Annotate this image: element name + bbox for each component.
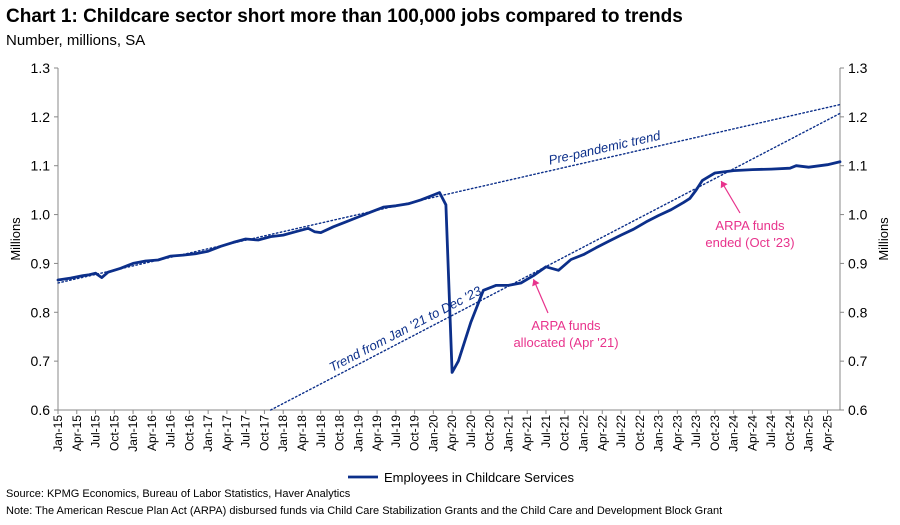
x-tick-label: Jul-23 bbox=[689, 415, 703, 448]
annotation-text-line: ARPA funds bbox=[531, 318, 601, 333]
chart-subtitle: Number, millions, SA bbox=[6, 32, 146, 49]
x-tick-label: Apr-22 bbox=[595, 415, 609, 451]
x-tick-label: Jan-16 bbox=[126, 415, 140, 452]
y-tick-label-right: 1.3 bbox=[848, 60, 868, 76]
y-tick-label-left: 1.0 bbox=[31, 207, 51, 223]
x-tick-label: Apr-20 bbox=[445, 415, 459, 451]
x-tick-label: Apr-17 bbox=[220, 415, 234, 451]
x-tick-label: Jan-18 bbox=[276, 415, 290, 452]
x-tick-label: Oct-20 bbox=[483, 415, 497, 451]
chart-title: Chart 1: Childcare sector short more tha… bbox=[6, 6, 683, 27]
annotation-arrow-head bbox=[532, 279, 540, 287]
x-tick-label: Jan-17 bbox=[201, 415, 215, 452]
x-tick-label: Oct-18 bbox=[333, 415, 347, 451]
x-tick-label: Oct-16 bbox=[182, 415, 196, 451]
x-tick-label: Jan-25 bbox=[802, 415, 816, 452]
source-note: Source: KPMG Economics, Bureau of Labor … bbox=[6, 488, 351, 500]
pre-pandemic-trend-label: Pre-pandemic trend bbox=[547, 128, 662, 168]
annotation-1: ARPA funds allocated (Apr '21) bbox=[513, 279, 619, 350]
x-tick-label: Jan-21 bbox=[501, 415, 515, 452]
y-axis-title-right: Millions bbox=[876, 217, 891, 261]
x-tick-label: Apr-21 bbox=[520, 415, 534, 451]
x-tick-label: Jan-23 bbox=[652, 415, 666, 452]
x-tick-label: Jul-20 bbox=[464, 415, 478, 448]
x-tick-label: Jul-22 bbox=[614, 415, 628, 448]
x-tick-label: Apr-18 bbox=[295, 415, 309, 451]
y-tick-label-left: 1.1 bbox=[31, 158, 51, 174]
x-tick-label: Oct-23 bbox=[708, 415, 722, 451]
footnote: Note: The American Rescue Plan Act (ARPA… bbox=[6, 505, 723, 517]
x-tick-label: Apr-23 bbox=[670, 415, 684, 451]
series-line-2 bbox=[57, 103, 841, 284]
y-tick-label-left: 1.3 bbox=[31, 60, 51, 76]
x-tick-label: Jul-19 bbox=[389, 415, 403, 448]
annotation-text-line: allocated (Apr '21) bbox=[513, 335, 618, 350]
x-tick-label: Oct-21 bbox=[558, 415, 572, 451]
x-tick-label: Jul-17 bbox=[239, 415, 253, 448]
post-pandemic-trend-label: Trend from Jan '21 to Dec '23 bbox=[327, 283, 485, 375]
x-tick-label: Jul-18 bbox=[314, 415, 328, 448]
y-tick-label-right: 0.7 bbox=[848, 353, 868, 369]
y-tick-label-right: 1.1 bbox=[848, 158, 868, 174]
x-tick-label: Jul-21 bbox=[539, 415, 553, 448]
x-tick-label: Oct-19 bbox=[408, 415, 422, 451]
x-tick-label: Oct-15 bbox=[107, 415, 121, 451]
x-tick-label: Jan-20 bbox=[426, 415, 440, 452]
annotation-text-line: ARPA funds bbox=[715, 218, 785, 233]
y-axis-title-left: Millions bbox=[8, 217, 23, 261]
x-tick-label: Oct-24 bbox=[783, 415, 797, 451]
annotation-2: ARPA funds ended (Oct '23) bbox=[705, 180, 795, 250]
x-tick-label: Jul-16 bbox=[164, 415, 178, 448]
x-tick-label: Apr-15 bbox=[70, 415, 84, 451]
x-tick-label: Jan-15 bbox=[51, 415, 65, 452]
annotation-arrow-line bbox=[720, 180, 741, 214]
series-line-3 bbox=[270, 112, 841, 411]
annotation-arrow-line bbox=[532, 279, 549, 314]
y-tick-label-left: 0.6 bbox=[31, 402, 51, 418]
x-tick-label: Apr-19 bbox=[370, 415, 384, 451]
x-tick-label: Jan-24 bbox=[727, 415, 741, 452]
x-tick-label: Oct-17 bbox=[257, 415, 271, 451]
x-tick-label: Jul-15 bbox=[89, 415, 103, 448]
x-tick-label: Apr-25 bbox=[820, 415, 834, 451]
x-tick-label: Apr-24 bbox=[745, 415, 759, 451]
y-tick-label-left: 0.7 bbox=[31, 353, 51, 369]
x-tick-label: Jul-24 bbox=[764, 415, 778, 448]
annotation-text-line: ended (Oct '23) bbox=[705, 235, 794, 250]
y-tick-label-right: 1.2 bbox=[848, 109, 868, 125]
y-tick-label-right: 1.0 bbox=[848, 207, 868, 223]
x-tick-label: Jan-22 bbox=[577, 415, 591, 452]
y-tick-label-right: 0.9 bbox=[848, 255, 868, 271]
y-tick-label-left: 1.2 bbox=[31, 109, 51, 125]
x-tick-label: Jan-19 bbox=[351, 415, 365, 452]
x-tick-label: Apr-16 bbox=[145, 415, 159, 451]
annotation-arrow-head bbox=[720, 181, 728, 189]
y-tick-label-left: 0.9 bbox=[31, 255, 51, 271]
y-tick-label-left: 0.8 bbox=[31, 304, 51, 320]
y-tick-label-right: 0.8 bbox=[848, 304, 868, 320]
legend-label: Employees in Childcare Services bbox=[384, 470, 575, 485]
x-tick-label: Oct-22 bbox=[633, 415, 647, 451]
y-tick-label-right: 0.6 bbox=[848, 402, 868, 418]
